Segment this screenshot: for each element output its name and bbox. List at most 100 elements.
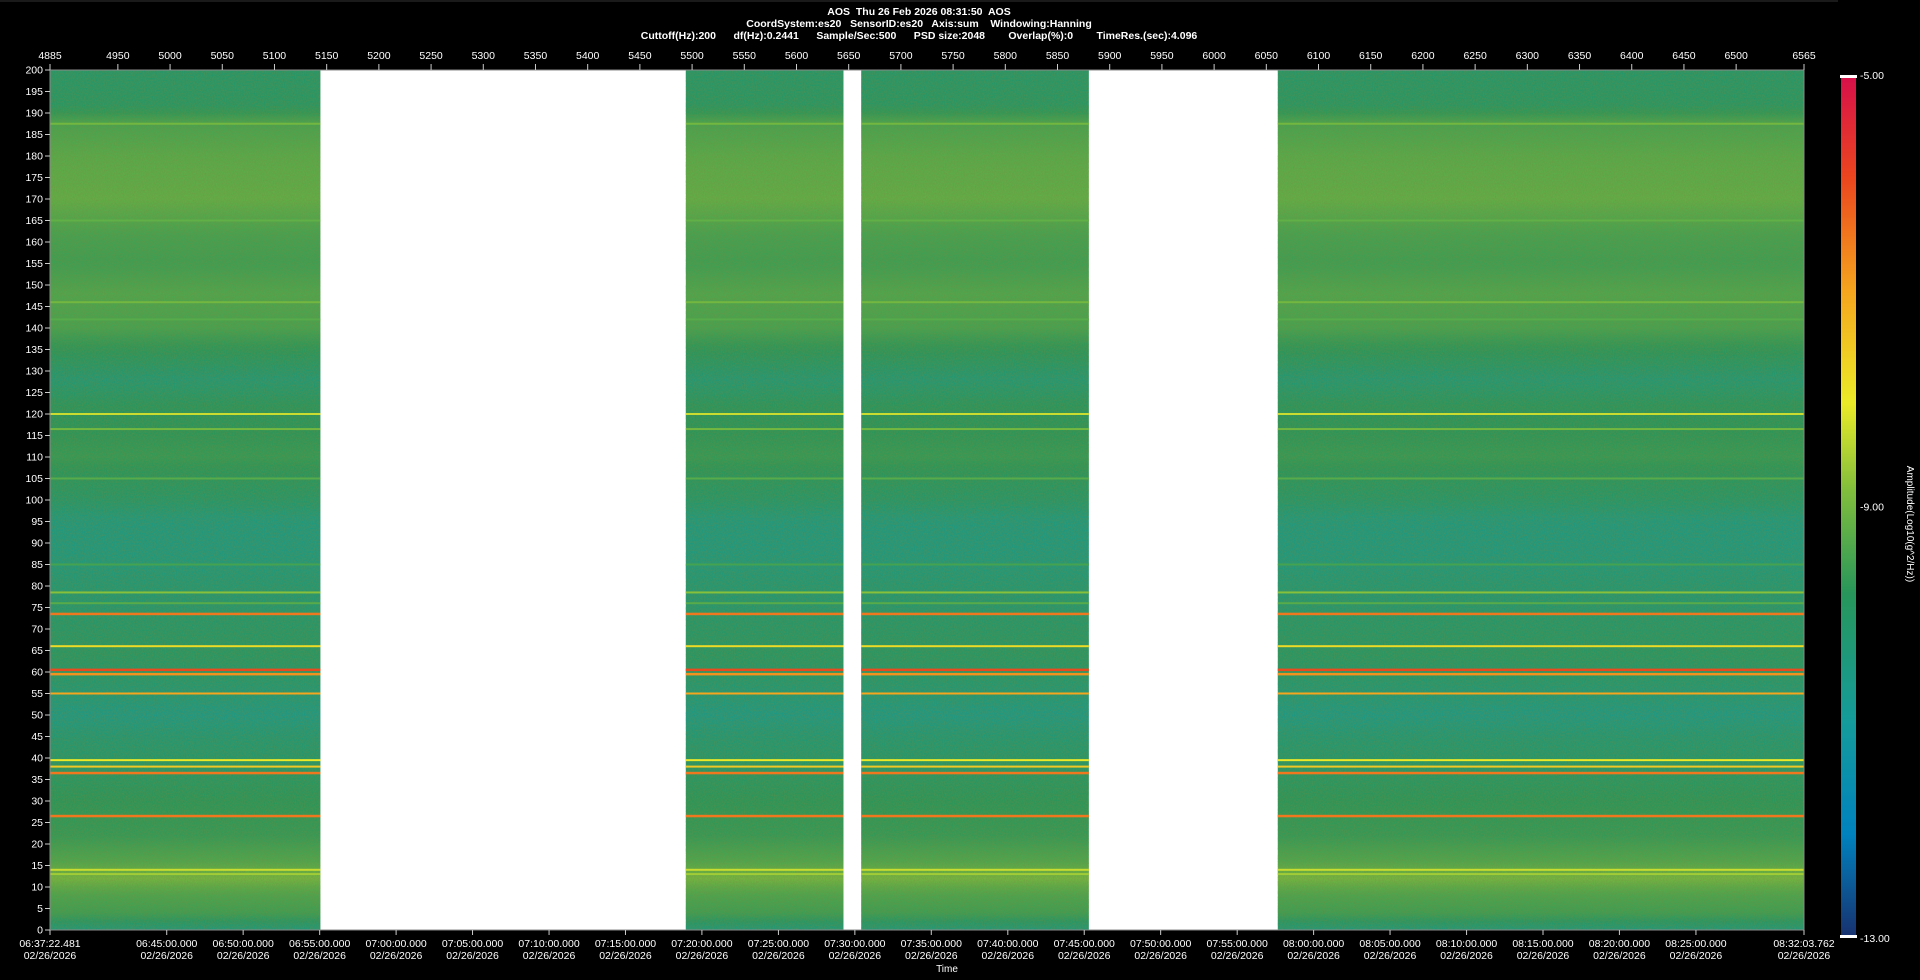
chart-params-line-1: CoordSystem:es20 SensorID:es20 Axis:sum … — [746, 18, 1092, 30]
y-tick-label: 155 — [25, 258, 43, 270]
y-tick-label: 70 — [31, 624, 43, 636]
spectral-line — [861, 318, 1089, 321]
spectral-line — [50, 413, 321, 415]
spectral-line — [685, 122, 844, 125]
time-tick-label: 06:45:00.000 — [136, 938, 197, 950]
spectral-line — [685, 602, 844, 605]
y-tick-label: 195 — [25, 86, 43, 98]
date-tick-label: 02/26/2026 — [829, 950, 882, 962]
spectral-line — [685, 563, 844, 566]
spectral-line — [1277, 814, 1804, 818]
colorbar-min-marker[interactable] — [1840, 935, 1857, 938]
spectral-line — [50, 771, 321, 775]
time-tick-label: 07:40:00.000 — [977, 938, 1038, 950]
spectral-line — [50, 318, 321, 321]
time-tick-label: 07:15:00.000 — [595, 938, 656, 950]
time-tick-label: 08:10:00.000 — [1436, 938, 1497, 950]
spectral-line — [685, 771, 844, 775]
y-tick-label: 45 — [31, 731, 43, 743]
colorbar-tick-label: -5.00 — [1860, 70, 1884, 82]
y-tick-label: 185 — [25, 129, 43, 141]
spectral-line — [861, 771, 1089, 775]
top-tick-label: 5000 — [158, 50, 182, 62]
spectral-line — [50, 814, 321, 818]
spectral-line — [861, 645, 1089, 648]
top-tick-label: 5450 — [628, 50, 652, 62]
top-tick-label: 5800 — [994, 50, 1018, 62]
spectral-line — [1277, 612, 1804, 616]
spectral-line — [1277, 301, 1804, 304]
colorbar[interactable]: -5.00 -9.00 -13.00 Amplitude(Log10(g^2/Hz)) — [1840, 70, 1915, 945]
plot-area — [49, 69, 1805, 931]
spectral-line — [861, 301, 1089, 304]
date-tick-label: 02/26/2026 — [1670, 950, 1723, 962]
colorbar-tick-label: -9.00 — [1860, 502, 1884, 514]
time-tick-label: 07:05:00.000 — [442, 938, 503, 950]
top-tick-label: 5700 — [889, 50, 913, 62]
time-tick-label: 08:05:00.000 — [1359, 938, 1420, 950]
spectral-line — [685, 301, 844, 304]
y-tick-label: 165 — [25, 215, 43, 227]
spectral-line — [50, 563, 321, 566]
spectral-line — [861, 219, 1089, 222]
spectral-line — [861, 692, 1089, 695]
time-tick-label: 08:00:00.000 — [1283, 938, 1344, 950]
y-tick-label: 100 — [25, 495, 43, 507]
spectral-line — [685, 814, 844, 818]
spectral-line — [1277, 428, 1804, 431]
data-segment-2 — [685, 70, 844, 930]
top-tick-label: 6150 — [1359, 50, 1383, 62]
date-tick-label: 02/26/2026 — [752, 950, 805, 962]
spectral-line — [1277, 477, 1804, 480]
y-tick-label: 35 — [31, 774, 43, 786]
y-tick-label: 15 — [31, 860, 43, 872]
y-tick-label: 120 — [25, 409, 43, 421]
y-tick-label: 55 — [31, 688, 43, 700]
segment-noise — [1277, 70, 1804, 930]
date-tick-label: 02/26/2026 — [1058, 950, 1111, 962]
top-tick-label: 5200 — [367, 50, 391, 62]
y-tick-label: 80 — [31, 581, 43, 593]
spectral-line — [1277, 759, 1804, 762]
data-segment-3 — [861, 70, 1089, 930]
y-tick-label: 60 — [31, 667, 43, 679]
spectral-line — [1277, 868, 1804, 871]
y-tick-label: 135 — [25, 344, 43, 356]
spectral-line — [1277, 668, 1804, 672]
spectral-line — [861, 122, 1089, 125]
date-tick-label: 02/26/2026 — [217, 950, 270, 962]
spectral-line — [50, 868, 321, 871]
top-tick-label: 6200 — [1411, 50, 1435, 62]
y-tick-label: 160 — [25, 237, 43, 249]
date-tick-label: 02/26/2026 — [676, 950, 729, 962]
segment-noise — [685, 70, 844, 930]
time-axis: 06:37:22.48102/26/202606:45:00.00002/26/… — [19, 930, 1835, 975]
top-tick-label: 5600 — [785, 50, 809, 62]
date-tick-label: 02/26/2026 — [1778, 950, 1831, 962]
y-tick-label: 0 — [37, 925, 43, 937]
spectral-line — [685, 219, 844, 222]
y-tick-label: 85 — [31, 559, 43, 571]
top-tick-label: 6050 — [1255, 50, 1279, 62]
spectral-line — [685, 692, 844, 695]
spectral-line — [50, 219, 321, 222]
colorbar-max-marker[interactable] — [1840, 75, 1857, 78]
time-tick-label: 07:00:00.000 — [365, 938, 426, 950]
date-tick-label: 02/26/2026 — [523, 950, 576, 962]
x-axis-label: Time — [936, 964, 958, 975]
spectral-line — [50, 668, 321, 672]
top-tick-label: 6300 — [1516, 50, 1540, 62]
top-border — [0, 0, 1838, 2]
spectral-line — [685, 868, 844, 871]
top-tick-label: 4885 — [38, 50, 62, 62]
top-tick-label: 5500 — [680, 50, 704, 62]
spectral-line — [50, 873, 321, 876]
time-tick-label: 07:10:00.000 — [518, 938, 579, 950]
colorbar-bar[interactable] — [1841, 75, 1856, 938]
y-tick-label: 40 — [31, 753, 43, 765]
spectral-line — [50, 591, 321, 594]
spectral-line — [861, 759, 1089, 762]
spectral-line — [1277, 563, 1804, 566]
time-tick-label: 07:50:00.000 — [1130, 938, 1191, 950]
y-tick-label: 190 — [25, 108, 43, 120]
